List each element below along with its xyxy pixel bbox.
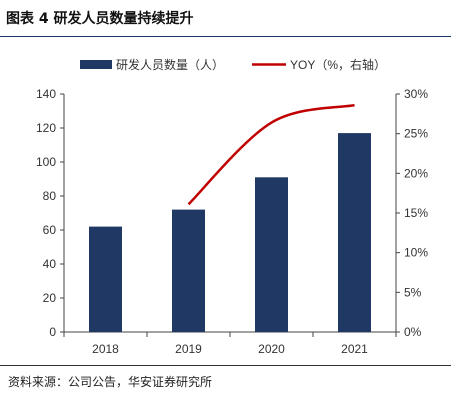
y-tick-label-left: 60 [43,223,57,237]
legend-label-bar: 研发人员数量（人） [116,57,224,72]
yoy-line [187,103,355,206]
y-tick-label-left: 80 [43,189,57,203]
legend-swatch-bar [80,60,112,69]
y-tick-label-left: 0 [49,325,56,339]
y-tick-label-right: 5% [404,285,422,299]
y-tick-label-right: 0% [404,325,422,339]
x-tick-label: 2021 [341,342,368,356]
x-tick-label: 2020 [258,342,285,356]
source-rule [0,365,451,366]
chart-title: 图表 4 研发人员数量持续提升 [6,11,194,27]
bar-2018 [89,226,122,332]
legend: 研发人员数量（人） YOY（%，右轴） [80,57,386,72]
axes: 0 20 40 60 80 100 120 140 0% 5% 10% 15% 20% 25% 30% 201… [36,87,428,356]
y-tick-label-right: 25% [404,127,428,141]
x-tick-label: 2019 [175,342,202,356]
bar-series [89,133,371,332]
y-tick-label-left: 120 [36,121,56,135]
y-tick-label-left: 40 [43,257,57,271]
bar-2019 [172,209,205,332]
y-tick-label-left: 100 [36,155,56,169]
title-rule [0,36,451,37]
x-tick-label: 2018 [92,342,119,356]
y-tick-label-right: 15% [404,206,428,220]
y-tick-label-left: 140 [36,87,56,101]
y-tick-label-left: 20 [43,291,57,305]
y-tick-label-right: 30% [404,87,428,101]
y-tick-label-right: 20% [404,166,428,180]
bar-2020 [255,177,288,332]
source-note: 资料来源：公司公告，华安证券研究所 [8,375,213,389]
bar-2021 [338,133,371,332]
y-tick-label-right: 10% [404,246,428,260]
legend-label-line: YOY（%，右轴） [290,57,386,72]
line-series [187,103,355,206]
